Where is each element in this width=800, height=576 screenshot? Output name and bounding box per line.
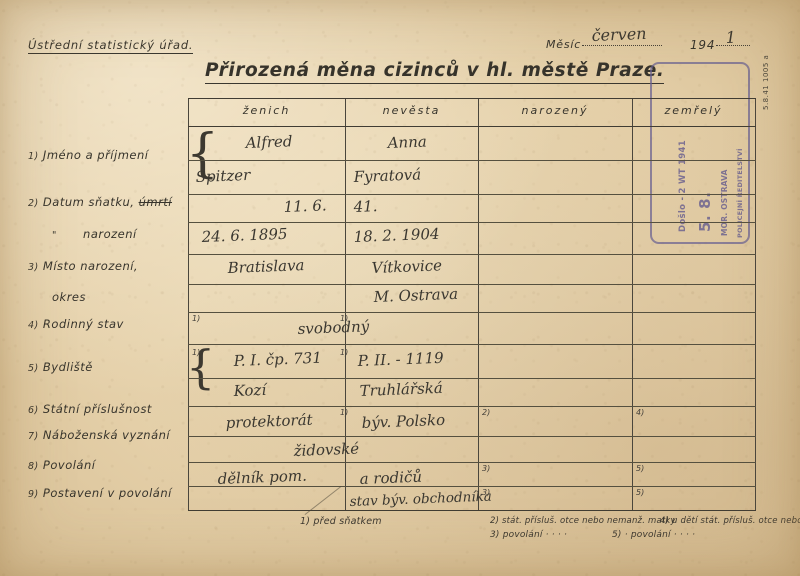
table-rule-11 — [188, 462, 756, 463]
table-rule-1 — [188, 160, 756, 161]
marker-born-citizenship: 2) — [482, 408, 491, 417]
row-label-4: 4) Rodinný stav — [28, 317, 124, 331]
footnote-5: 5) · povolání · · · · — [612, 530, 696, 540]
table-border-left — [188, 98, 189, 510]
year-label: 194 — [690, 38, 716, 52]
row-label-8: 8) Povolání — [28, 458, 96, 472]
marker-born-occupation: 3) — [482, 464, 491, 473]
table-rule-7 — [188, 344, 756, 345]
cell-marriage-day-bride: 41. — [353, 197, 378, 216]
office-name: Ústřední statistický úřad. — [28, 38, 194, 54]
cell-groom-birthplace: Bratislava — [227, 256, 305, 277]
marker-died-status: 5) — [636, 488, 645, 497]
column-divider-2 — [478, 98, 479, 510]
month-value: červen — [591, 23, 647, 45]
row-label-3b: okres — [52, 290, 86, 304]
month-label: Měsíc — [546, 38, 582, 51]
year-dotted-line — [716, 45, 750, 46]
table-rule-top — [188, 98, 756, 99]
table-border-right — [755, 98, 756, 510]
cell-bride-address-2: Truhlářská — [359, 378, 444, 400]
table-rule-3 — [188, 222, 756, 223]
table-rule-4 — [188, 254, 756, 255]
column-header-bride: nevěsta — [382, 104, 441, 117]
row-label-3: 3) Místo narození, — [28, 259, 139, 273]
row-label-5: 5) Bydliště — [28, 360, 93, 374]
marker-marital-groom: 1) — [192, 314, 201, 323]
cell-groom-citizenship: protektorát — [225, 410, 313, 432]
column-header-died: zemřelý — [664, 104, 723, 117]
column-divider-3 — [632, 98, 633, 510]
cell-religion: židovské — [293, 439, 360, 460]
cell-groom-occupation: dělník pom. — [217, 466, 308, 488]
table-rule-bottom — [188, 510, 756, 511]
cell-bride-surname: Fyratová — [353, 165, 422, 186]
cell-groom-surname: Spitzer — [195, 165, 251, 186]
cell-groom-address-1: P. I. čp. 731 — [233, 348, 323, 370]
table-rule-5 — [188, 284, 756, 285]
marker-died-citizenship: 4) — [636, 408, 645, 417]
cell-bride-occupation: a rodičů — [359, 467, 423, 488]
table-rule-8 — [188, 378, 756, 379]
row-label-9: 9) Postavení v povolání — [28, 486, 172, 500]
marker-bride-citizenship: 1) — [340, 408, 349, 417]
form-title: Přirozená měna cizinců v hl. městě Praze… — [205, 60, 665, 84]
cell-bride-birthplace: Vítkovice — [371, 256, 443, 277]
table-rule-12 — [188, 486, 756, 487]
form-table: ženich nevěsta narozený zemřelý Alfred A… — [188, 98, 756, 511]
year-value: 1 — [725, 27, 737, 47]
cell-marriage-day-groom: 11. 6. — [283, 196, 327, 216]
cell-bride-birthdate: 18. 2. 1904 — [353, 224, 440, 246]
received-stamp: Došlo - 2 WT 1941 5. 8. MOR. OSTRAVA POL… — [650, 62, 750, 244]
table-rule-head — [188, 126, 756, 127]
month-dotted-line — [582, 45, 662, 46]
row-label-2: 2) Datum sňatku, úmrtí — [28, 195, 173, 209]
column-header-born: narozený — [521, 104, 589, 117]
footnote-4: 4) u dětí stát. přísluš. otce nebo neman… — [660, 516, 800, 526]
cell-bride-district: M. Ostrava — [373, 284, 459, 306]
cell-occupation-status: stav býv. obchodníka — [349, 488, 493, 510]
cell-groom-birthdate: 24. 6. 1895 — [201, 224, 288, 246]
footnote-3: 3) povolání · · · · — [490, 530, 568, 540]
brace-name-group: { — [186, 124, 220, 184]
column-header-groom: ženich — [242, 104, 291, 117]
table-rule-9 — [188, 406, 756, 407]
brace-address-group: { — [186, 340, 216, 394]
row-label-6: 6) Státní příslušnost — [28, 402, 152, 416]
table-rule-6 — [188, 312, 756, 313]
cell-bride-first-name: Anna — [387, 132, 428, 152]
marker-born-status: 3) — [482, 488, 491, 497]
table-rule-2 — [188, 194, 756, 195]
marker-address-groom: 1) — [192, 348, 201, 357]
marker-died-occupation: 5) — [636, 464, 645, 473]
marker-marital-bride: 1) — [340, 314, 349, 323]
stamp-border — [650, 62, 750, 244]
footnote-2: 2) stát. přísluš. otce nebo nemanž. matk… — [490, 516, 676, 526]
struck-word-umrti: úmrtí — [138, 195, 173, 209]
form-code: 5.8.41 1005 a — [762, 54, 770, 110]
row-label-2b: " narození — [52, 227, 137, 241]
cell-marital-status: svobodný — [297, 317, 370, 338]
column-divider-1 — [345, 98, 346, 510]
footnote-left: 1) před sňatkem — [300, 516, 382, 527]
row-label-7: 7) Náboženská vyznání — [28, 428, 171, 442]
cell-groom-address-2: Kozí — [233, 380, 267, 400]
cell-bride-citizenship: býv. Polsko — [361, 410, 446, 432]
table-rule-10 — [188, 436, 756, 437]
cell-bride-address-1: P. II. - 1119 — [357, 348, 444, 370]
row-label-1: 1) Jméno a příjmení — [28, 148, 149, 162]
marker-address-bride: 1) — [340, 348, 349, 357]
cell-groom-first-name: Alfred — [245, 132, 293, 152]
